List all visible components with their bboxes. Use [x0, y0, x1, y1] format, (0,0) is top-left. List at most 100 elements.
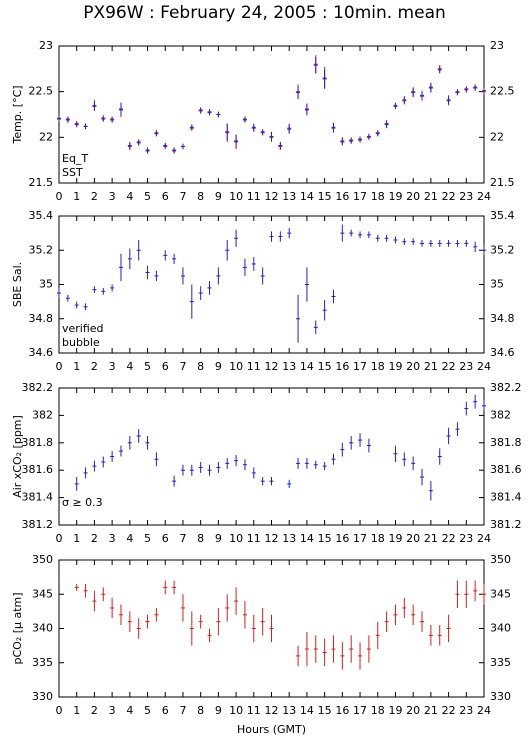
x-tick-label: 16 — [335, 190, 349, 203]
x-tick-label: 17 — [353, 532, 367, 545]
y-tick-label: 335 — [32, 656, 53, 669]
x-tick-label: 7 — [179, 360, 186, 373]
x-tick-label: 19 — [388, 704, 402, 717]
y-tick-label-right: 21.5 — [490, 176, 515, 189]
y-tick-label: 382.2 — [22, 381, 54, 394]
x-tick-label: 18 — [371, 360, 385, 373]
y-axis-label: SBE Sal. — [11, 262, 24, 307]
y-axis-label: pCO₂ [μ atm] — [11, 592, 24, 664]
x-tick-label: 9 — [215, 360, 222, 373]
x-tick-label: 4 — [126, 360, 133, 373]
x-tick-label: 11 — [247, 190, 261, 203]
y-tick-label: 350 — [32, 553, 53, 566]
y-tick-label: 23 — [39, 39, 53, 52]
x-tick-label: 10 — [229, 704, 243, 717]
x-tick-label: 4 — [126, 190, 133, 203]
x-tick-label: 17 — [353, 190, 367, 203]
annotation: σ ≥ 0.3 — [62, 496, 103, 509]
y-axis-label: Temp. [°C] — [11, 85, 24, 144]
x-tick-label: 2 — [91, 190, 98, 203]
x-tick-label: 13 — [282, 190, 296, 203]
y-tick-label: 22.5 — [29, 85, 54, 98]
y-tick-label-right: 381.4 — [490, 491, 522, 504]
x-tick-label: 14 — [300, 360, 314, 373]
x-tick-label: 0 — [56, 704, 63, 717]
x-tick-label: 0 — [56, 360, 63, 373]
y-tick-label-right: 345 — [490, 587, 511, 600]
x-tick-label: 3 — [109, 360, 116, 373]
y-tick-label-right: 335 — [490, 656, 511, 669]
y-tick-label: 34.8 — [29, 312, 54, 325]
y-tick-label-right: 340 — [490, 622, 511, 635]
legend-label: bubble — [62, 336, 100, 349]
x-tick-label: 16 — [335, 360, 349, 373]
x-tick-label: 1 — [73, 360, 80, 373]
x-tick-label: 1 — [73, 190, 80, 203]
x-tick-label: 12 — [265, 360, 279, 373]
y-tick-label: 21.5 — [29, 176, 54, 189]
x-tick-label: 23 — [459, 532, 473, 545]
x-tick-label: 19 — [388, 190, 402, 203]
y-tick-label-right: 35.4 — [490, 209, 515, 222]
x-tick-label: 22 — [442, 360, 456, 373]
x-tick-label: 20 — [406, 190, 420, 203]
y-tick-label-right: 381.6 — [490, 463, 522, 476]
x-tick-label: 6 — [162, 190, 169, 203]
legend-label: SST — [62, 166, 83, 179]
y-tick-label-right: 22 — [490, 130, 504, 143]
x-tick-label: 0 — [56, 532, 63, 545]
y-tick-label: 22 — [39, 130, 53, 143]
x-tick-label: 8 — [197, 360, 204, 373]
x-tick-label: 20 — [406, 704, 420, 717]
x-tick-label: 5 — [144, 704, 151, 717]
x-tick-label: 11 — [247, 532, 261, 545]
y-tick-label-right: 350 — [490, 553, 511, 566]
x-tick-label: 10 — [229, 532, 243, 545]
x-tick-label: 22 — [442, 704, 456, 717]
x-tick-label: 9 — [215, 532, 222, 545]
x-tick-label: 21 — [424, 190, 438, 203]
x-tick-label: 20 — [406, 532, 420, 545]
x-tick-label: 6 — [162, 704, 169, 717]
x-tick-label: 20 — [406, 360, 420, 373]
y-tick-label-right: 35 — [490, 278, 504, 291]
y-tick-label: 340 — [32, 622, 53, 635]
x-tick-label: 21 — [424, 360, 438, 373]
y-tick-label-right: 381.2 — [490, 518, 522, 531]
x-tick-label: 7 — [179, 190, 186, 203]
x-tick-label: 24 — [477, 532, 491, 545]
x-tick-label: 9 — [215, 190, 222, 203]
y-tick-label-right: 382.2 — [490, 381, 522, 394]
x-tick-label: 6 — [162, 360, 169, 373]
x-tick-label: 13 — [282, 704, 296, 717]
x-tick-label: 16 — [335, 704, 349, 717]
y-tick-label: 35.2 — [29, 243, 54, 256]
x-tick-label: 13 — [282, 532, 296, 545]
x-tick-label: 5 — [144, 360, 151, 373]
x-tick-label: 10 — [229, 360, 243, 373]
x-tick-label: 9 — [215, 704, 222, 717]
y-tick-label-right: 34.6 — [490, 346, 515, 359]
y-tick-label-right: 35.2 — [490, 243, 515, 256]
x-tick-label: 3 — [109, 532, 116, 545]
x-tick-label: 23 — [459, 704, 473, 717]
x-tick-label: 14 — [300, 190, 314, 203]
x-tick-label: 8 — [197, 532, 204, 545]
x-tick-label: 7 — [179, 532, 186, 545]
legend-label: Eq_T — [62, 152, 88, 165]
x-tick-label: 19 — [388, 532, 402, 545]
y-tick-label: 381.4 — [22, 491, 54, 504]
x-tick-label: 13 — [282, 360, 296, 373]
x-tick-label: 22 — [442, 190, 456, 203]
x-tick-label: 15 — [318, 360, 332, 373]
x-tick-label: 4 — [126, 532, 133, 545]
x-tick-label: 18 — [371, 532, 385, 545]
y-tick-label: 35 — [39, 278, 53, 291]
y-tick-label: 345 — [32, 587, 53, 600]
y-tick-label-right: 382 — [490, 408, 511, 421]
x-tick-label: 8 — [197, 704, 204, 717]
x-tick-label: 23 — [459, 360, 473, 373]
x-axis-label: Hours (GMT) — [237, 723, 306, 736]
